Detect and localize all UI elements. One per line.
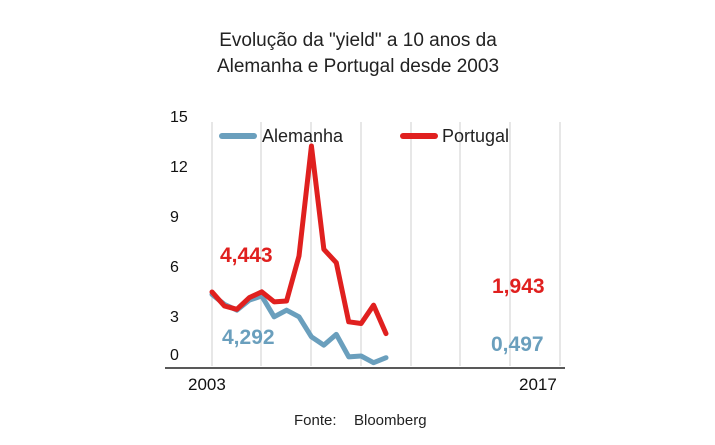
alemanha-end-value-label: 0,497 [491,333,544,356]
y-tick-label: 15 [170,109,188,126]
legend-label-alemanha: Alemanha [262,126,344,146]
x-start-year-label: 2003 [188,375,226,394]
series [209,143,389,366]
y-axis-ticks: 0 3 6 9 12 15 [170,109,188,364]
y-tick-label: 6 [170,259,179,276]
legend: Alemanha Portugal [219,126,509,146]
y-tick-label: 0 [170,347,179,364]
portugal-end-value-label: 1,943 [492,275,545,298]
source-label: Fonte: [294,412,337,429]
chart-title-line-1: Evolução da "yield" a 10 anos da [219,30,497,51]
portugal-start-value-label: 4,443 [220,244,273,267]
y-tick-label: 3 [170,309,179,326]
y-tick-label: 12 [170,159,188,176]
x-end-year-label: 2017 [519,375,557,394]
alemanha-start-value-label: 4,292 [222,326,275,349]
series-line-portugal [209,143,389,337]
chart-title-line-2: Alemanha e Portugal desde 2003 [217,56,499,77]
source-value: Bloomberg [354,412,427,429]
legend-label-portugal: Portugal [442,126,509,146]
y-tick-label: 9 [170,209,179,226]
